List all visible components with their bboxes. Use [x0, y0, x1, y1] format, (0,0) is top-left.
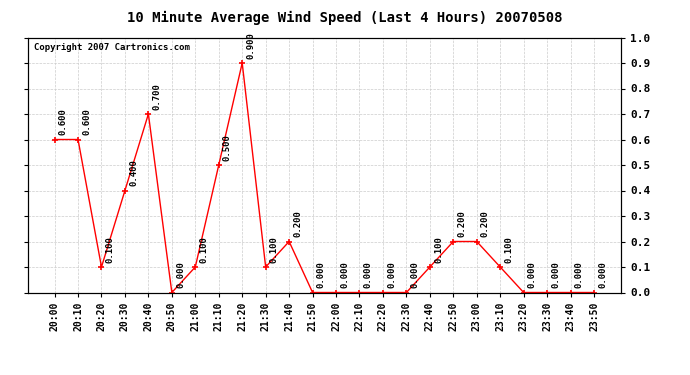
Text: 0.200: 0.200 — [293, 210, 302, 237]
Text: 0.000: 0.000 — [411, 261, 420, 288]
Text: 0.000: 0.000 — [317, 261, 326, 288]
Text: 0.200: 0.200 — [481, 210, 490, 237]
Text: 0.000: 0.000 — [176, 261, 185, 288]
Text: 0.600: 0.600 — [59, 108, 68, 135]
Text: 0.700: 0.700 — [152, 83, 161, 110]
Text: 0.100: 0.100 — [434, 236, 443, 263]
Text: 0.000: 0.000 — [598, 261, 607, 288]
Text: 0.000: 0.000 — [575, 261, 584, 288]
Text: 0.100: 0.100 — [199, 236, 208, 263]
Text: 0.000: 0.000 — [387, 261, 396, 288]
Text: 0.400: 0.400 — [129, 159, 138, 186]
Text: 0.000: 0.000 — [551, 261, 560, 288]
Text: 10 Minute Average Wind Speed (Last 4 Hours) 20070508: 10 Minute Average Wind Speed (Last 4 Hou… — [127, 11, 563, 26]
Text: 0.200: 0.200 — [457, 210, 466, 237]
Text: 0.000: 0.000 — [340, 261, 349, 288]
Text: Copyright 2007 Cartronics.com: Copyright 2007 Cartronics.com — [34, 43, 190, 52]
Text: 0.100: 0.100 — [270, 236, 279, 263]
Text: 0.000: 0.000 — [528, 261, 537, 288]
Text: 0.600: 0.600 — [82, 108, 91, 135]
Text: 0.000: 0.000 — [364, 261, 373, 288]
Text: 0.100: 0.100 — [106, 236, 115, 263]
Text: 0.100: 0.100 — [504, 236, 513, 263]
Text: 0.900: 0.900 — [246, 32, 255, 59]
Text: 0.500: 0.500 — [223, 134, 232, 161]
